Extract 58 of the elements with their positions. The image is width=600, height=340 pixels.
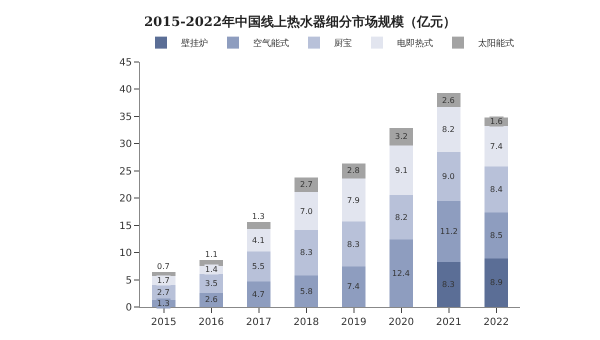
y-tick-label: 45	[119, 58, 132, 68]
data-label: 2.6	[205, 295, 218, 304]
data-label: 0.7	[157, 262, 170, 271]
data-label: 9.1	[395, 166, 408, 175]
data-label: 8.2	[395, 213, 408, 222]
y-tick-label: 5	[126, 275, 132, 286]
data-label: 1.3	[157, 299, 170, 308]
x-tick-label: 2018	[294, 317, 319, 328]
y-tick-label: 25	[119, 166, 132, 178]
y-tick-label: 0	[126, 302, 132, 314]
legend-label: 厨宝	[334, 38, 352, 50]
data-label: 5.8	[300, 287, 313, 296]
data-label: 8.5	[490, 231, 503, 240]
chart-title: 2015-2022年中国线上热水器细分市场规模（亿元）	[144, 14, 456, 30]
data-label: 1.1	[205, 250, 218, 259]
data-label: 1.6	[490, 117, 503, 126]
data-label: 7.0	[300, 207, 313, 216]
data-label: 4.1	[252, 236, 265, 245]
y-tick-label: 15	[119, 220, 132, 232]
data-label: 4.7	[252, 290, 265, 299]
data-label: 2.7	[300, 180, 313, 189]
data-label: 11.2	[440, 227, 458, 236]
x-tick-label: 2015	[151, 317, 176, 328]
y-tick-label: 10	[119, 248, 132, 260]
data-label: 1.3	[252, 212, 265, 221]
legend-label: 电即热式	[397, 38, 433, 50]
data-label: 2.6	[442, 96, 455, 105]
data-label: 5.5	[252, 262, 265, 271]
y-tick-label: 20	[119, 194, 132, 205]
data-label: 8.4	[490, 185, 503, 194]
data-label: 2.7	[157, 288, 170, 297]
data-label: 3.2	[395, 132, 408, 141]
data-label: 8.3	[442, 280, 455, 289]
data-label: 3.5	[205, 279, 218, 288]
data-label: 8.9	[490, 278, 503, 287]
x-tick-label: 2020	[388, 317, 414, 328]
data-label: 1.4	[205, 265, 218, 274]
data-label: 7.9	[347, 196, 360, 205]
data-label: 12.4	[392, 269, 410, 278]
data-label: 7.4	[490, 142, 503, 151]
x-tick-label: 2016	[198, 317, 224, 328]
y-tick-label: 35	[119, 112, 132, 123]
data-label: 8.3	[347, 240, 360, 249]
legend-label: 壁挂炉	[181, 38, 208, 50]
legend-label: 空气能式	[253, 38, 289, 50]
data-label: 7.4	[347, 282, 360, 291]
data-label: 8.3	[300, 248, 313, 257]
x-tick-label: 2019	[341, 317, 366, 328]
data-label: 9.0	[442, 172, 455, 181]
legend-label: 太阳能式	[478, 38, 514, 50]
x-tick-label: 2022	[484, 317, 509, 328]
x-tick-label: 2017	[246, 317, 272, 328]
data-label: 8.2	[442, 125, 455, 134]
y-tick-label: 30	[119, 139, 132, 150]
x-tick-label: 2021	[436, 317, 462, 328]
data-label: 2.8	[347, 166, 360, 175]
y-tick-label: 40	[119, 84, 132, 96]
data-label: 1.7	[157, 276, 170, 285]
